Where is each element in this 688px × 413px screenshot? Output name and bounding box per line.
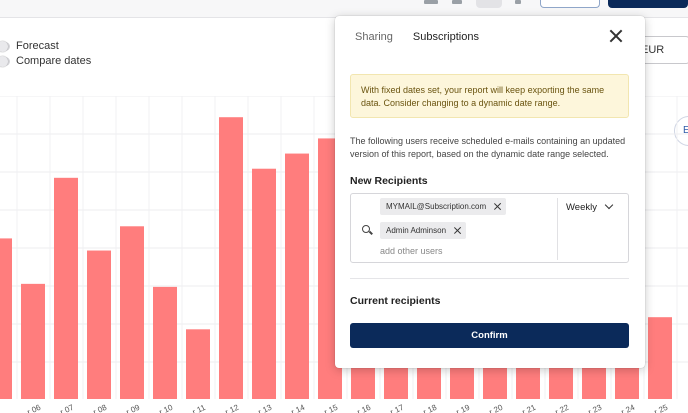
section-divider	[350, 278, 629, 279]
x-tick-label: ..r 20	[484, 403, 505, 413]
x-tick-label: ..r 07	[55, 403, 76, 413]
dialog-tabs: Sharing Subscriptions	[355, 31, 479, 47]
export-button[interactable]	[540, 0, 600, 8]
chart-bar[interactable]	[252, 168, 276, 399]
compare-dates-option[interactable]: Compare dates	[0, 55, 91, 67]
x-tick-label: ..r 21	[517, 403, 538, 413]
remove-chip-icon[interactable]	[494, 203, 501, 210]
x-tick-label: ..r 08	[88, 403, 109, 413]
frequency-divider	[557, 198, 558, 260]
x-tick-label: ..r 10	[154, 403, 175, 413]
confirm-button[interactable]: Confirm	[350, 323, 629, 348]
subscriptions-dialog: Sharing Subscriptions With fixed dates s…	[335, 16, 645, 368]
chart-bar[interactable]	[54, 177, 78, 399]
x-tick-label: ..r 17	[385, 403, 406, 413]
remove-chip-icon[interactable]	[454, 227, 461, 234]
chart-bar[interactable]	[153, 286, 177, 399]
chart-bar[interactable]	[87, 250, 111, 399]
x-tick-label: ..r 14	[286, 403, 307, 413]
search-icon	[362, 225, 370, 233]
chart-bar[interactable]	[186, 329, 210, 399]
chart-bar[interactable]	[21, 283, 45, 399]
tab-subscriptions[interactable]: Subscriptions	[412, 31, 479, 43]
x-tick-label: ..r 06	[22, 403, 43, 413]
x-tick-label: ..r 19	[451, 403, 472, 413]
x-tick-label: ..r 11	[187, 403, 207, 413]
save-report-button[interactable]	[608, 0, 688, 8]
recipient-chip-label: MYMAIL@Subscription.com	[386, 202, 487, 211]
compare-dates-toggle[interactable]	[0, 55, 10, 67]
new-recipients-title: New Recipients	[350, 175, 428, 187]
chart-type-icon[interactable]	[452, 0, 462, 4]
current-recipients-title: Current recipients	[350, 295, 441, 307]
x-tick-label: ..r 09	[121, 403, 142, 413]
share-toolbar-button[interactable]	[476, 0, 502, 8]
chart-bar[interactable]	[219, 117, 243, 400]
chart-bar[interactable]	[285, 153, 309, 399]
tab-sharing[interactable]: Sharing	[355, 31, 393, 43]
x-tick-label: ..r 12	[220, 403, 241, 413]
x-tick-label: ..r 23	[583, 403, 604, 413]
subscription-description: The following users receive scheduled e-…	[350, 136, 626, 159]
chart-bar[interactable]	[648, 317, 672, 399]
x-tick-label: ..r 25	[649, 403, 670, 413]
x-tick-label: ..r 18	[418, 403, 439, 413]
x-tick-label: ..r 13	[253, 403, 274, 413]
fixed-dates-notice: With fixed dates set, your report will k…	[350, 74, 629, 118]
recipient-chip-label: Admin Adminson	[386, 226, 447, 235]
chevron-down-icon[interactable]	[604, 200, 614, 210]
x-tick-label: ..r 15	[319, 403, 340, 413]
compare-dates-label: Compare dates	[16, 55, 92, 67]
recipients-field[interactable]: MYMAIL@Subscription.com Admin Adminson W…	[350, 193, 629, 263]
forecast-toggle[interactable]	[0, 40, 10, 52]
forecast-option[interactable]: Forecast	[0, 40, 59, 52]
more-icon[interactable]	[515, 0, 521, 4]
add-users-input[interactable]	[380, 246, 520, 256]
close-icon[interactable]	[609, 29, 623, 43]
x-tick-label: ..r 22	[550, 403, 571, 413]
forecast-label: Forecast	[16, 40, 59, 52]
chart-bar[interactable]	[120, 226, 144, 399]
chart-bar[interactable]	[0, 238, 12, 399]
recipient-chip: MYMAIL@Subscription.com	[380, 198, 507, 215]
recipient-chip: Admin Adminson	[380, 222, 467, 239]
menu-icon[interactable]	[424, 0, 438, 4]
x-tick-label: ..r 16	[352, 403, 373, 413]
frequency-select[interactable]: Weekly	[566, 202, 597, 213]
x-tick-label: ..r 24	[616, 403, 637, 413]
